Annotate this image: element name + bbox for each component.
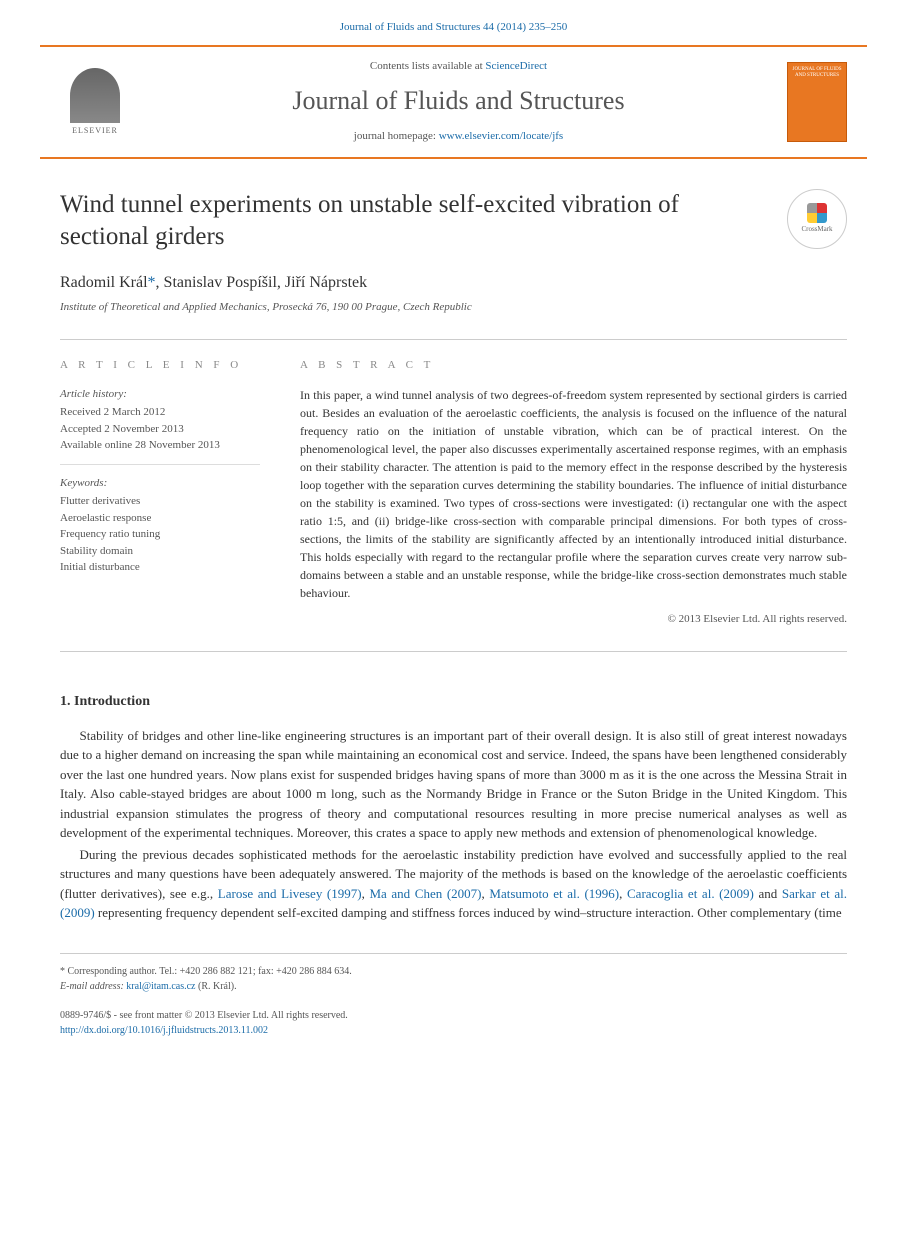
abstract-heading: A B S T R A C T	[300, 358, 847, 373]
keyword: Frequency ratio tuning	[60, 526, 260, 543]
doi-link[interactable]: http://dx.doi.org/10.1016/j.jfluidstruct…	[60, 1025, 268, 1036]
journal-name: Journal of Fluids and Structures	[150, 83, 767, 119]
affiliation: Institute of Theoretical and Applied Mec…	[60, 300, 847, 315]
tel: +420 286 882 121	[180, 966, 253, 977]
journal-banner: ELSEVIER Contents lists available at Sci…	[40, 45, 867, 158]
abstract-text: In this paper, a wind tunnel analysis of…	[300, 386, 847, 602]
author-3: Jiří Náprstek	[285, 274, 367, 291]
email-link[interactable]: kral@itam.cas.cz	[126, 981, 195, 992]
corresponding-author-note: * Corresponding author. Tel.: +420 286 8…	[60, 964, 847, 979]
main-content: Wind tunnel experiments on unstable self…	[0, 159, 907, 1058]
cite-sep: and	[754, 886, 782, 901]
title-row: Wind tunnel experiments on unstable self…	[60, 189, 847, 254]
author-sep: ,	[156, 274, 164, 291]
homepage-prefix: journal homepage:	[354, 130, 439, 142]
crossmark-icon	[807, 203, 827, 223]
citation-link[interactable]: Matsumoto et al. (1996)	[489, 886, 619, 901]
banner-center: Contents lists available at ScienceDirec…	[150, 59, 767, 144]
author-sep: ,	[277, 274, 285, 291]
elsevier-label: ELSEVIER	[72, 125, 118, 136]
info-abstract-row: A R T I C L E I N F O Article history: R…	[60, 340, 847, 651]
keyword: Initial disturbance	[60, 559, 260, 576]
paragraph-2: During the previous decades sophisticate…	[60, 845, 847, 923]
keywords-label: Keywords:	[60, 475, 260, 492]
keywords-block: Keywords: Flutter derivatives Aeroelasti…	[60, 475, 260, 586]
keyword: Aeroelastic response	[60, 510, 260, 527]
article-info-heading: A R T I C L E I N F O	[60, 358, 260, 373]
citation-link[interactable]: Ma and Chen (2007)	[369, 886, 481, 901]
elsevier-tree-icon	[70, 68, 120, 123]
author-1: Radomil Král	[60, 274, 148, 291]
abstract-column: A B S T R A C T In this paper, a wind tu…	[300, 358, 847, 627]
abstract-copyright: © 2013 Elsevier Ltd. All rights reserved…	[300, 612, 847, 627]
contents-line: Contents lists available at ScienceDirec…	[150, 59, 767, 74]
section-1-heading: 1. Introduction	[60, 692, 847, 712]
paragraph-1: Stability of bridges and other line-like…	[60, 726, 847, 843]
email-line: E-mail address: kral@itam.cas.cz (R. Krá…	[60, 979, 847, 994]
homepage-link[interactable]: www.elsevier.com/locate/jfs	[439, 130, 564, 142]
authors-line: Radomil Král*, Stanislav Pospíšil, Jiří …	[60, 272, 847, 294]
author-2: Stanislav Pospíšil	[164, 274, 277, 291]
received-date: Received 2 March 2012	[60, 404, 260, 421]
elsevier-logo: ELSEVIER	[60, 62, 130, 142]
footer: * Corresponding author. Tel.: +420 286 8…	[60, 953, 847, 1038]
online-date: Available online 28 November 2013	[60, 437, 260, 454]
keyword: Flutter derivatives	[60, 493, 260, 510]
fax-prefix: ; fax:	[253, 966, 276, 977]
contents-prefix: Contents lists available at	[370, 60, 485, 72]
crossmark-badge[interactable]: CrossMark	[787, 189, 847, 249]
citation-link[interactable]: Larose and Livesey (1997)	[218, 886, 362, 901]
cite-sep: ,	[619, 886, 627, 901]
corr-prefix: * Corresponding author. Tel.:	[60, 966, 180, 977]
corresponding-mark: *	[148, 274, 156, 291]
journal-cover-thumb: JOURNAL OF FLUIDS AND STRUCTURES	[787, 62, 847, 142]
article-info-column: A R T I C L E I N F O Article history: R…	[60, 358, 260, 627]
keyword: Stability domain	[60, 543, 260, 560]
article-title: Wind tunnel experiments on unstable self…	[60, 189, 767, 254]
cover-text: JOURNAL OF FLUIDS AND STRUCTURES	[792, 67, 842, 79]
divider	[60, 651, 847, 652]
issn-line: 0889-9746/$ - see front matter © 2013 El…	[60, 1008, 847, 1023]
email-suffix: (R. Král).	[195, 981, 236, 992]
fax: +420 286 884 634.	[276, 966, 352, 977]
email-label: E-mail address:	[60, 981, 126, 992]
sciencedirect-link[interactable]: ScienceDirect	[485, 60, 547, 72]
para2-post: representing frequency dependent self-ex…	[95, 905, 842, 920]
crossmark-label: CrossMark	[801, 225, 832, 235]
header-citation: Journal of Fluids and Structures 44 (201…	[0, 0, 907, 45]
history-label: Article history:	[60, 386, 260, 403]
citation-link[interactable]: Caracoglia et al. (2009)	[627, 886, 754, 901]
homepage-line: journal homepage: www.elsevier.com/locat…	[150, 129, 767, 144]
article-history-block: Article history: Received 2 March 2012 A…	[60, 386, 260, 465]
footer-bottom: 0889-9746/$ - see front matter © 2013 El…	[60, 1008, 847, 1038]
accepted-date: Accepted 2 November 2013	[60, 421, 260, 438]
